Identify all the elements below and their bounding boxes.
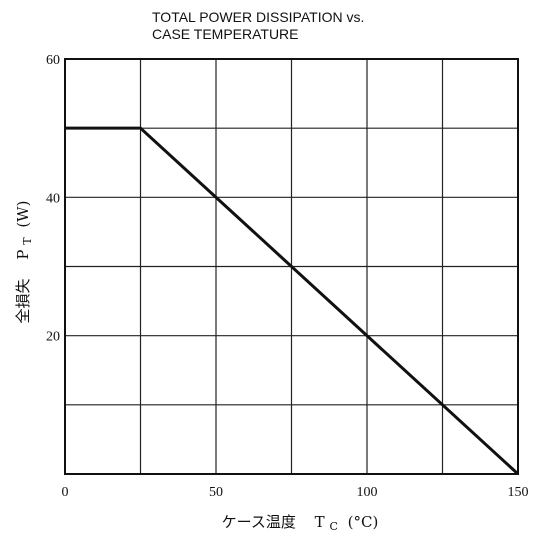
y-tick-label: 20: [46, 330, 60, 345]
y-axis-label-unit: (W): [14, 201, 32, 228]
y-axis-label: 全損失 P T (W): [14, 201, 35, 324]
x-tick-label: 150: [508, 485, 529, 500]
x-axis-label-unit: (°C): [348, 513, 379, 531]
x-tick-label: 0: [62, 485, 69, 500]
series-group: [65, 126, 520, 476]
x-tick-labels: 0 50 100 150: [62, 485, 529, 500]
x-axis-label: ケース温度 T C (°C): [222, 513, 379, 534]
y-axis-label-text: 全損失: [14, 278, 32, 323]
chart-title-line-2: CASE TEMPERATURE: [152, 26, 299, 42]
y-axis-label-symbol: P: [14, 250, 32, 260]
y-tick-label: 40: [46, 191, 60, 206]
plot-frame: [64, 58, 519, 475]
y-axis-label-subscript: T: [21, 237, 34, 245]
y-tick-label: 60: [46, 53, 60, 68]
x-axis-label-subscript: C: [329, 520, 337, 533]
power-derating-line: [65, 126, 520, 476]
x-tick-label: 50: [209, 485, 223, 500]
y-tick-labels: 20 40 60: [46, 53, 60, 345]
x-axis-label-text: ケース温度: [222, 513, 296, 531]
chart-title-line-1: TOTAL POWER DISSIPATION vs.: [152, 9, 364, 25]
x-axis-label-symbol: T: [315, 513, 325, 531]
x-tick-label: 100: [357, 485, 378, 500]
